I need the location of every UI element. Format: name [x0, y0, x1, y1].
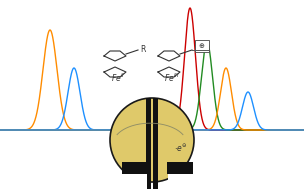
- Bar: [123, 174, 147, 189]
- Circle shape: [110, 98, 194, 182]
- Text: Fe$^{III}$: Fe$^{III}$: [164, 72, 180, 84]
- Text: $\cdot$e$^{\mathsf{\ominus}}$: $\cdot$e$^{\mathsf{\ominus}}$: [174, 142, 187, 154]
- Bar: [122, 162, 148, 174]
- Bar: [153, 98, 158, 189]
- Bar: [195, 40, 209, 52]
- Text: R: R: [140, 44, 145, 53]
- Text: $\oplus$: $\oplus$: [199, 42, 206, 50]
- Bar: [168, 174, 192, 189]
- Text: Fe$^{II}$: Fe$^{II}$: [111, 72, 125, 84]
- Bar: [146, 98, 151, 189]
- Text: R: R: [194, 44, 199, 53]
- Bar: [167, 162, 193, 174]
